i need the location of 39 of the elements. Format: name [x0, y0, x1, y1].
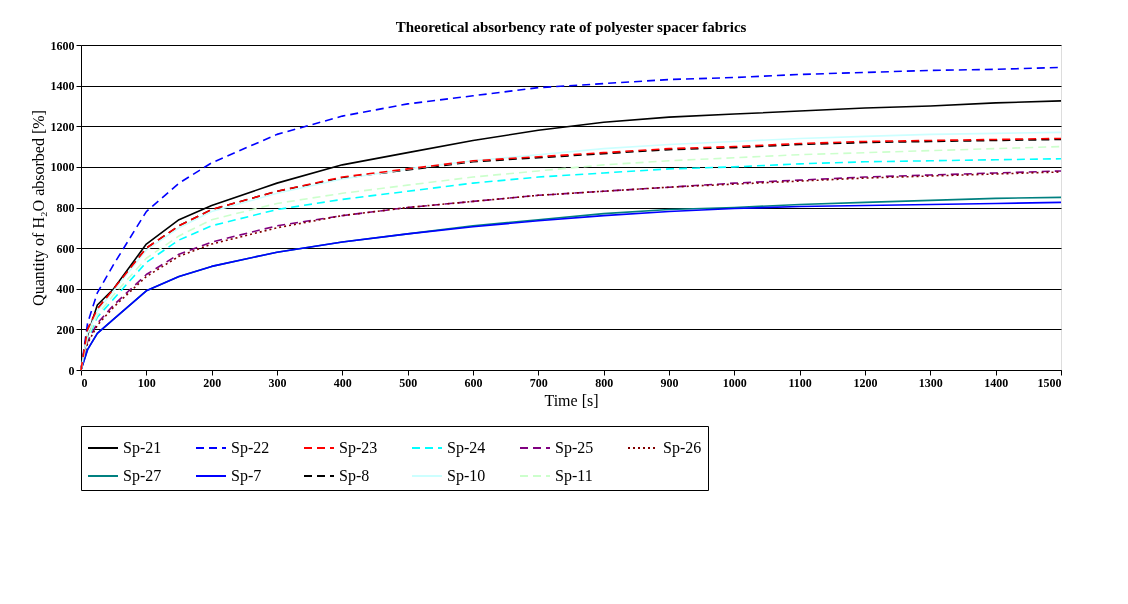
legend-label: Sp-25	[555, 439, 594, 457]
y-tick-label: 1600	[50, 38, 75, 53]
x-tick-label: 800	[595, 375, 614, 390]
x-tick-label: 300	[268, 375, 287, 390]
legend-label: Sp-8	[339, 467, 370, 485]
y-tick-label: 1000	[50, 160, 75, 175]
y-tick-label: 1400	[50, 79, 75, 94]
legend-label: Sp-23	[339, 439, 378, 457]
x-tick-label: 1300	[918, 375, 943, 390]
x-tick-label: 400	[333, 375, 352, 390]
legend-label: Sp-10	[447, 467, 486, 485]
legend-label: Sp-22	[231, 439, 270, 457]
x-tick-label: 1100	[788, 375, 812, 390]
legend-label: Sp-21	[123, 439, 162, 457]
y-tick-label: 0	[68, 363, 75, 378]
y-tick-label: 1200	[50, 119, 75, 134]
legend-label: Sp-7	[231, 467, 262, 485]
legend-label: Sp-27	[123, 467, 162, 485]
x-tick-label: 0	[81, 375, 88, 390]
x-tick-label: 1000	[722, 375, 747, 390]
x-tick-label: 600	[464, 375, 483, 390]
y-axis-title: Quantity of H₂O absorbed [%]	[29, 110, 48, 306]
x-tick-label: 700	[529, 375, 548, 390]
x-tick-label: 200	[203, 375, 222, 390]
legend-label: Sp-24	[447, 439, 486, 457]
y-tick-label: 800	[56, 201, 75, 215]
x-tick-label: 1200	[853, 375, 878, 390]
legend-label: Sp-26	[663, 439, 702, 457]
x-tick-label: 500	[399, 375, 418, 390]
x-tick-label: 900	[660, 375, 679, 390]
y-tick-label: 400	[56, 282, 75, 297]
chart-title: Theoretical absorbency rate of polyester spacer fabrics	[395, 19, 747, 35]
legend-label: Sp-11	[555, 467, 593, 485]
y-tick-label: 600	[56, 241, 75, 256]
y-tick-label: 200	[56, 322, 75, 337]
x-tick-label: 1400	[984, 375, 1009, 390]
x-axis-title: Time [s]	[544, 391, 599, 409]
x-tick-label: 100	[137, 375, 156, 390]
x-tick-label: 1500	[1037, 375, 1062, 390]
